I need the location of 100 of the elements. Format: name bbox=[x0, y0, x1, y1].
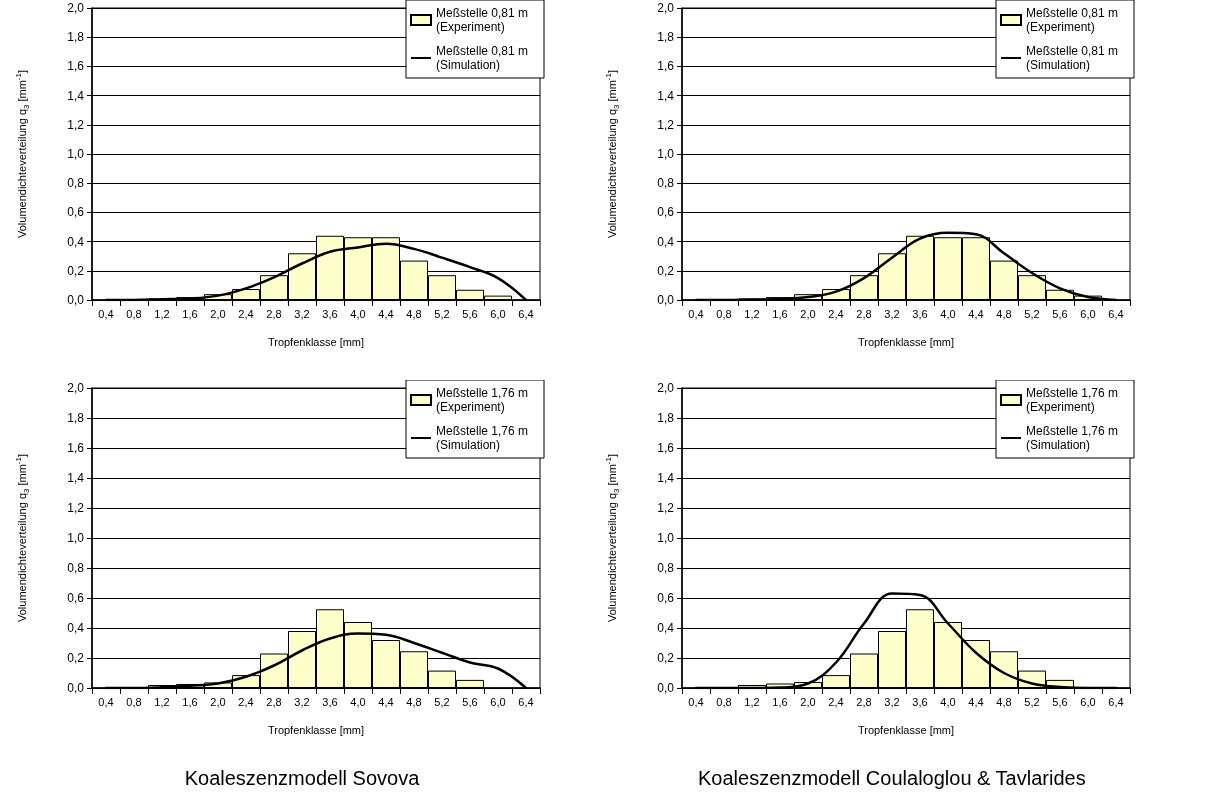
x-tick-label: 4,8 bbox=[406, 307, 422, 320]
x-tick-label: 3,6 bbox=[912, 307, 928, 320]
x-tick-label: 1,2 bbox=[744, 695, 760, 708]
x-tick-label: 3,6 bbox=[322, 307, 338, 320]
y-axis-title: Volumendichteverteilung q3 [mm-1] bbox=[603, 453, 621, 623]
x-tick-label: 5,2 bbox=[434, 695, 450, 708]
text: Koaleszenzmodell Sovova bbox=[184, 767, 421, 789]
y-tick-label: 0,6 bbox=[657, 591, 675, 605]
x-tick-label: 0,4 bbox=[98, 695, 114, 708]
y-tick-label: 0,4 bbox=[67, 234, 85, 249]
y-tick-label: 1,2 bbox=[657, 117, 675, 132]
legend-label: Meßstelle 0,81 m (Experiment) bbox=[1026, 6, 1122, 34]
y-tick-label: 0,6 bbox=[67, 591, 85, 605]
x-tick-label: 2,8 bbox=[266, 695, 282, 708]
x-tick-label: 1,2 bbox=[154, 695, 170, 708]
x-tick-label: 3,6 bbox=[912, 695, 928, 708]
x-tick-label: 4,0 bbox=[350, 695, 366, 708]
x-tick-label: 2,8 bbox=[856, 307, 872, 320]
x-tick-label: 0,8 bbox=[126, 307, 142, 320]
x-axis-title: Tropfenklasse [mm] bbox=[267, 723, 365, 736]
x-tick-label: 4,0 bbox=[350, 307, 366, 320]
y-axis-title: Volumendichteverteilung q3 [mm-1] bbox=[13, 69, 31, 239]
x-axis-title: Tropfenklasse [mm] bbox=[857, 335, 955, 348]
y-tick-label: 0,2 bbox=[657, 651, 675, 665]
x-tick-label: 3,2 bbox=[884, 695, 900, 708]
x-tick-label: 2,4 bbox=[238, 695, 254, 708]
x-tick-label: 1,6 bbox=[182, 695, 198, 708]
x-tick-label: 2,0 bbox=[800, 695, 816, 708]
y-tick-label: 0,0 bbox=[657, 293, 675, 307]
x-tick-label: 6,4 bbox=[518, 307, 534, 320]
y-tick-label: 1,6 bbox=[657, 441, 675, 455]
y-tick-label: 0,6 bbox=[657, 205, 675, 220]
x-tick-label: 0,8 bbox=[716, 695, 732, 708]
x-tick-label: 4,0 bbox=[940, 695, 956, 708]
x-tick-label: 5,2 bbox=[434, 307, 450, 320]
y-tick-label: 1,6 bbox=[657, 59, 675, 74]
x-tick-label: 5,2 bbox=[1024, 695, 1040, 708]
y-tick-label: 1,6 bbox=[67, 441, 85, 455]
x-tick-label: 1,2 bbox=[154, 307, 170, 320]
y-tick-label: 2,0 bbox=[657, 1, 675, 15]
y-tick-label: 1,4 bbox=[657, 88, 675, 103]
y-tick-label: 1,0 bbox=[657, 147, 675, 161]
x-tick-label: 6,4 bbox=[1108, 307, 1124, 320]
y-tick-label: 0,4 bbox=[67, 621, 85, 635]
x-tick-label: 0,4 bbox=[688, 695, 704, 708]
x-tick-label: 1,6 bbox=[772, 307, 788, 320]
y-tick-label: 0,8 bbox=[657, 561, 675, 575]
x-tick-label: 2,4 bbox=[828, 307, 844, 320]
x-tick-label: 3,6 bbox=[322, 695, 338, 708]
x-tick-label: 1,6 bbox=[182, 307, 198, 320]
y-tick-label: 1,6 bbox=[67, 59, 85, 74]
x-tick-label: 2,0 bbox=[800, 307, 816, 320]
legend-label: Meßstelle 0,81 m (Simulation) bbox=[1026, 44, 1122, 72]
x-tick-label: 4,8 bbox=[996, 307, 1012, 320]
legend-label: Meßstelle 1,76 m (Experiment) bbox=[1026, 386, 1122, 414]
y-tick-label: 1,8 bbox=[67, 411, 85, 425]
text: Koaleszenzmodell Coulaloglou & Tavlarides bbox=[698, 767, 1086, 789]
y-tick-label: 0,4 bbox=[657, 234, 675, 249]
y-tick-label: 0,0 bbox=[657, 681, 675, 695]
x-tick-label: 5,6 bbox=[1052, 307, 1068, 320]
y-tick-label: 2,0 bbox=[67, 1, 85, 15]
y-tick-label: 0,8 bbox=[657, 176, 675, 191]
x-tick-label: 3,2 bbox=[294, 307, 310, 320]
x-tick-label: 0,8 bbox=[716, 307, 732, 320]
x-tick-label: 4,8 bbox=[996, 695, 1012, 708]
x-tick-label: 6,0 bbox=[490, 695, 506, 708]
y-tick-label: 1,0 bbox=[657, 531, 675, 545]
x-tick-label: 2,0 bbox=[210, 695, 226, 708]
y-tick-label: 0,8 bbox=[67, 176, 85, 191]
x-tick-label: 2,8 bbox=[856, 695, 872, 708]
x-tick-label: 3,2 bbox=[884, 307, 900, 320]
y-tick-label: 1,8 bbox=[67, 30, 85, 45]
y-tick-label: 0,0 bbox=[67, 681, 85, 695]
y-tick-label: 0,2 bbox=[67, 651, 85, 665]
x-tick-label: 6,4 bbox=[518, 695, 534, 708]
x-tick-label: 6,4 bbox=[1108, 695, 1124, 708]
x-tick-label: 4,0 bbox=[940, 307, 956, 320]
y-axis-title: Volumendichteverteilung q3 [mm-1] bbox=[13, 453, 31, 623]
x-tick-label: 2,4 bbox=[238, 307, 254, 320]
x-tick-label: 5,6 bbox=[462, 695, 478, 708]
x-tick-label: 2,8 bbox=[266, 307, 282, 320]
y-tick-label: 0,2 bbox=[657, 263, 675, 278]
x-tick-label: 3,2 bbox=[294, 695, 310, 708]
y-tick-label: 1,0 bbox=[67, 531, 85, 545]
x-axis-title: Tropfenklasse [mm] bbox=[857, 723, 955, 736]
y-tick-label: 1,8 bbox=[657, 411, 675, 425]
y-tick-label: 0,2 bbox=[67, 263, 85, 278]
legend-label: Meßstelle 0,81 m (Simulation) bbox=[436, 44, 532, 72]
y-tick-label: 1,4 bbox=[657, 471, 675, 485]
legend-label: Meßstelle 1,76 m (Simulation) bbox=[1026, 424, 1122, 452]
y-tick-label: 0,4 bbox=[657, 621, 675, 635]
y-axis-title: Volumendichteverteilung q3 [mm-1] bbox=[603, 69, 621, 239]
x-tick-label: 6,0 bbox=[1080, 307, 1096, 320]
x-tick-label: 4,4 bbox=[968, 307, 984, 320]
x-tick-label: 4,4 bbox=[968, 695, 984, 708]
x-tick-label: 0,4 bbox=[688, 307, 704, 320]
y-tick-label: 0,0 bbox=[67, 293, 85, 307]
x-tick-label: 6,0 bbox=[490, 307, 506, 320]
y-tick-label: 1,2 bbox=[67, 117, 85, 132]
legend-label: Meßstelle 0,81 m (Experiment) bbox=[436, 6, 532, 34]
